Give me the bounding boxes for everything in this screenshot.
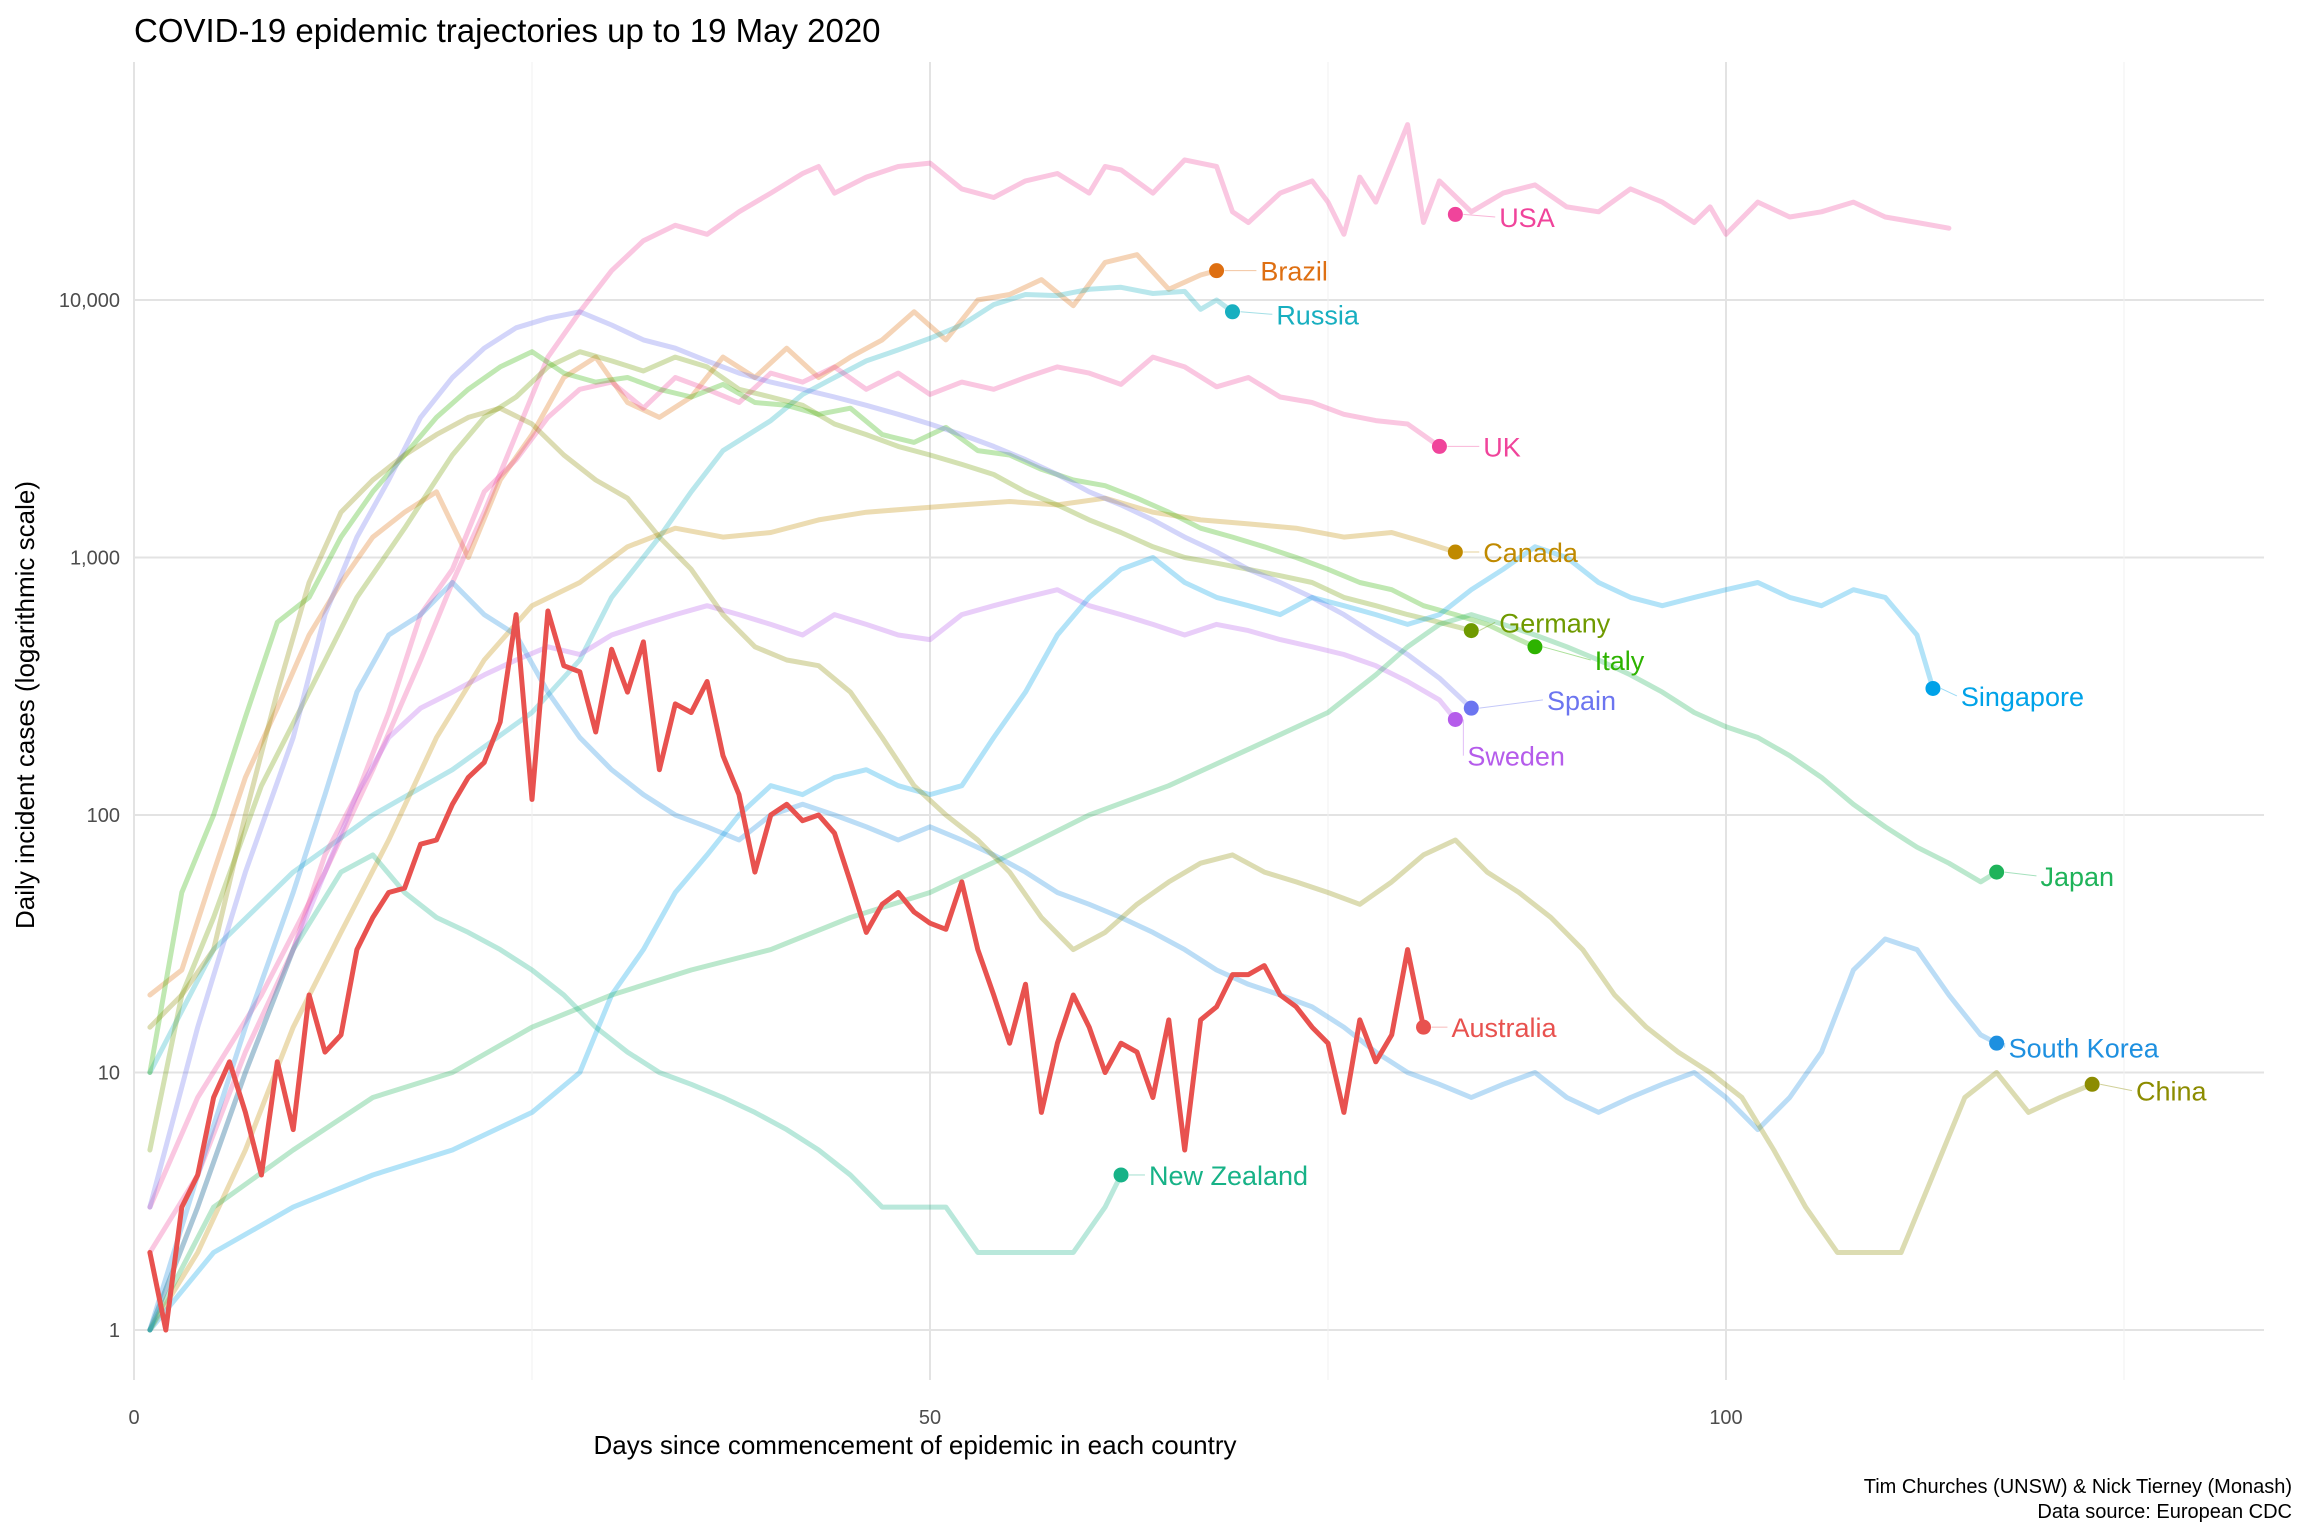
x-tick-label: 50 xyxy=(919,1407,941,1429)
y-tick-label: 10,000 xyxy=(59,290,120,312)
y-axis-ticks: 1 10 100 1,000 10,000 xyxy=(59,290,120,1342)
label-brazil: Brazil xyxy=(1260,257,1328,287)
x-tick-label: 0 xyxy=(128,1407,139,1429)
label-new-zealand: New Zealand xyxy=(1149,1161,1308,1191)
caption-line-2: Data source: European CDC xyxy=(2037,1501,2292,1523)
series-line-south-korea xyxy=(147,580,2000,1333)
end-point-uk xyxy=(1431,438,1447,454)
chart-title: COVID-19 epidemic trajectories up to 19 … xyxy=(134,12,881,49)
label-leader-china xyxy=(2100,1083,2133,1092)
series-line-sweden xyxy=(147,587,1458,1333)
series-line-uk xyxy=(147,354,1442,1255)
series-line-spain xyxy=(147,309,1474,1210)
label-spain: Spain xyxy=(1547,686,1616,716)
label-usa: USA xyxy=(1499,203,1555,233)
end-point-russia xyxy=(1224,304,1240,320)
series-line-italy xyxy=(147,349,1538,1075)
label-sweden: Sweden xyxy=(1467,742,1565,772)
label-leader-spain xyxy=(1479,699,1544,709)
label-canada: Canada xyxy=(1483,538,1579,568)
label-russia: Russia xyxy=(1276,300,1360,330)
end-point-new-zealand xyxy=(1113,1167,1129,1183)
series-line-china xyxy=(147,405,2095,1255)
end-point-spain xyxy=(1463,700,1479,716)
end-point-china xyxy=(2084,1076,2100,1092)
caption-line-1: Tim Churches (UNSW) & Nick Tierney (Mona… xyxy=(1864,1476,2292,1498)
end-point-japan xyxy=(1989,864,2005,880)
end-point-brazil xyxy=(1209,263,1225,279)
label-uk: UK xyxy=(1483,432,1521,462)
label-leader-italy xyxy=(1542,646,1591,661)
label-china: China xyxy=(2136,1077,2208,1107)
series-line-russia xyxy=(147,284,1235,1075)
end-point-australia xyxy=(1416,1019,1432,1035)
y-tick-label: 1 xyxy=(109,1320,120,1342)
y-tick-label: 10 xyxy=(98,1063,120,1085)
end-markers xyxy=(1113,206,2100,1183)
end-point-canada xyxy=(1447,544,1463,560)
end-point-south-korea xyxy=(1989,1035,2005,1051)
highlight-lines xyxy=(147,608,1426,1333)
label-leader-usa xyxy=(1463,213,1496,218)
x-tick-label: 100 xyxy=(1709,1407,1742,1429)
label-australia: Australia xyxy=(1451,1013,1557,1043)
series-lines xyxy=(147,122,2095,1333)
label-south-korea: South Korea xyxy=(2009,1034,2160,1064)
end-point-italy xyxy=(1527,639,1543,655)
label-italy: Italy xyxy=(1595,646,1645,676)
end-point-sweden xyxy=(1447,711,1463,727)
series-line-japan xyxy=(147,612,2000,1333)
label-japan: Japan xyxy=(2040,862,2114,892)
y-axis-title: Daily incident cases (logarithmic scale) xyxy=(10,481,40,929)
end-point-usa xyxy=(1447,206,1463,222)
x-axis-ticks: 0 50 100 xyxy=(128,1407,1742,1429)
end-point-singapore xyxy=(1925,680,1941,696)
y-tick-label: 1,000 xyxy=(70,548,120,570)
series-line-brazil xyxy=(147,252,1220,998)
label-singapore: Singapore xyxy=(1961,682,2084,712)
series-line-new-zealand xyxy=(147,852,1124,1333)
country-labels: USA Brazil Russia UK Canada Germany Italy Spain… xyxy=(1129,203,2208,1191)
label-leader-germany xyxy=(1479,621,1496,632)
y-tick-label: 100 xyxy=(87,805,120,827)
series-line-australia xyxy=(147,608,1426,1333)
series-line-germany xyxy=(147,349,1474,1153)
x-axis-title: Days since commencement of epidemic in e… xyxy=(593,1430,1236,1460)
label-leader-japan xyxy=(2004,871,2037,877)
series-line-canada xyxy=(147,495,1458,1333)
end-point-germany xyxy=(1463,623,1479,639)
series-line-singapore xyxy=(147,544,1936,1333)
label-germany: Germany xyxy=(1499,608,1611,638)
series-line-usa xyxy=(147,122,1952,1210)
label-leader-russia xyxy=(1240,311,1273,315)
grid xyxy=(133,62,2264,1380)
label-leader-singapore xyxy=(1940,688,1958,697)
